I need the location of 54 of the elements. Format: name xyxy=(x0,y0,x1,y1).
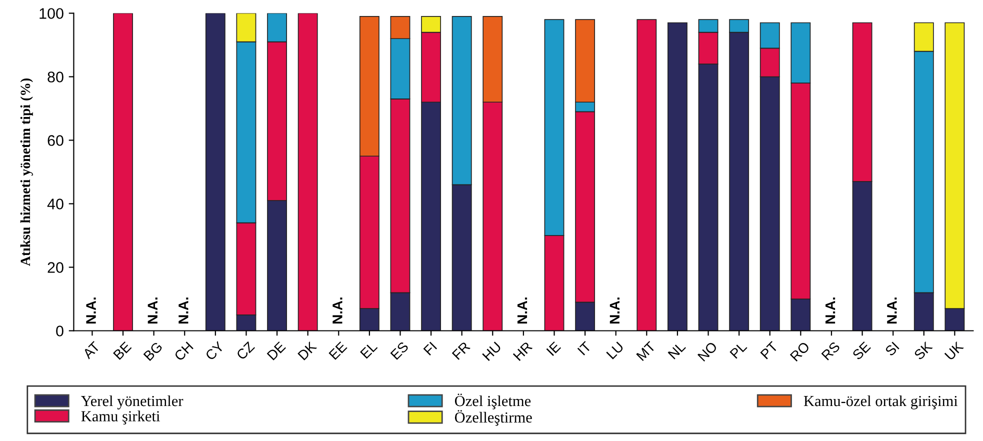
x-tick-label: ES xyxy=(390,341,409,360)
x-tick-label: CH xyxy=(174,342,194,362)
bar xyxy=(298,13,318,331)
x-tick-label: MT xyxy=(636,341,656,361)
bar xyxy=(113,13,133,331)
annotation: N.A. xyxy=(610,298,620,324)
annotation: N.A. xyxy=(148,298,158,324)
y-axis-title: Atıksu hizmeti yönetim tipi (%) xyxy=(20,78,33,266)
x-tick-label: CY xyxy=(204,340,225,361)
x-tick-label: BE xyxy=(113,341,132,360)
y-tick-label: 60 xyxy=(48,135,64,146)
annotation: N.A. xyxy=(332,298,342,324)
x-tick-label: SI xyxy=(884,342,900,357)
x-tick-label: SK xyxy=(913,340,933,360)
x-tick-label: NO xyxy=(697,341,718,362)
x-tick-label: IT xyxy=(577,341,592,356)
x-tick-label: AT xyxy=(82,341,100,360)
x-tick-label: DE xyxy=(266,341,286,360)
legend-label: Kamu şirketi xyxy=(81,410,160,425)
x-tick-label: NL xyxy=(668,341,686,360)
x-tick-label: SE xyxy=(852,341,872,360)
x-tick-label: PL xyxy=(730,341,748,359)
x-tick-label: EE xyxy=(328,341,348,360)
x-tick-label: DK xyxy=(298,340,318,360)
y-tick-label: 20 xyxy=(48,262,64,273)
x-tick-label: RO xyxy=(790,341,810,362)
x-tick-label: HR xyxy=(512,341,533,361)
x-tick-label: FR xyxy=(452,341,470,360)
y-tick-label: 0 xyxy=(56,326,64,336)
legend-label: Özel işletme xyxy=(454,394,531,410)
legend-label: Yerel yönetimler xyxy=(81,395,184,410)
bar xyxy=(636,19,657,331)
bar xyxy=(667,22,688,331)
annotation: N.A. xyxy=(178,298,188,324)
annotation: N.A. xyxy=(517,298,528,324)
x-tick-label: IE xyxy=(546,341,562,356)
legend-label: Özelleştirme xyxy=(454,410,532,426)
annotation: N.A. xyxy=(86,298,96,324)
y-tick-label: 40 xyxy=(47,198,64,210)
x-tick-label: HU xyxy=(482,342,502,362)
x-tick-label: EL xyxy=(360,341,378,359)
annotation: N.A. xyxy=(826,298,836,324)
legend-label: Kamu-özel ortak girişimi xyxy=(804,395,958,410)
y-tick-label: 80 xyxy=(48,72,64,82)
annotation: N.A. xyxy=(887,298,897,324)
x-tick-label: RS xyxy=(821,341,840,361)
bar xyxy=(205,13,226,331)
x-tick-label: FI xyxy=(423,342,438,356)
y-tick-label: 100 xyxy=(40,8,64,19)
x-tick-label: BG xyxy=(143,341,163,362)
x-tick-label: LU xyxy=(606,342,624,360)
x-tick-label: UK xyxy=(944,340,964,361)
x-tick-label: CZ xyxy=(236,341,256,360)
x-tick-label: PT xyxy=(760,341,778,360)
